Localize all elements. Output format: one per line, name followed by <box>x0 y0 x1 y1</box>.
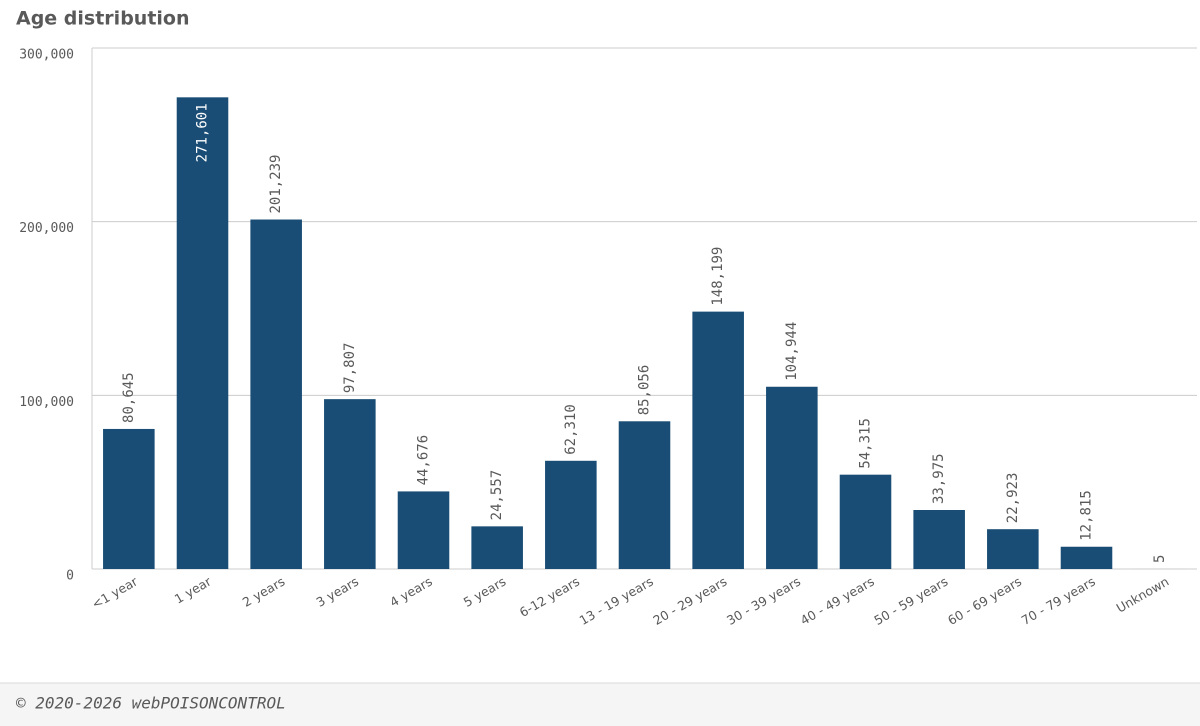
footer-band <box>0 683 1200 726</box>
bar <box>250 219 302 569</box>
x-tick-label: 6-12 years <box>517 574 582 620</box>
value-label: 33,975 <box>931 453 947 504</box>
x-tick-label: 3 years <box>313 574 361 610</box>
bar <box>103 428 155 569</box>
x-tick-label: 4 years <box>387 574 435 610</box>
chart-title: Age distribution <box>16 8 190 30</box>
x-tick-label: 30 - 39 years <box>724 574 803 628</box>
value-label: 85,056 <box>637 365 653 416</box>
y-tick-label: 100,000 <box>19 395 74 410</box>
y-tick-label: 200,000 <box>19 221 74 236</box>
bar <box>618 421 671 569</box>
x-tick-label: 5 years <box>461 574 509 610</box>
value-label: 54,315 <box>858 418 874 469</box>
x-tick-label: 2 years <box>240 574 288 610</box>
x-tick-label: <1 year <box>89 573 141 612</box>
value-label: 201,239 <box>268 154 284 213</box>
x-tick-label: Unknown <box>1114 574 1172 616</box>
x-tick-label: 50 - 59 years <box>871 574 950 628</box>
bar <box>987 529 1039 569</box>
bar <box>545 460 597 569</box>
bar <box>324 399 376 569</box>
x-tick-label: 1 year <box>172 573 215 606</box>
value-label: 5 <box>1152 555 1168 563</box>
bar <box>692 311 744 569</box>
value-label: 44,676 <box>416 435 432 486</box>
bar <box>913 509 965 569</box>
bar <box>397 491 450 569</box>
value-label: 148,199 <box>710 247 726 306</box>
value-label: 62,310 <box>563 404 579 455</box>
value-label: 12,815 <box>1079 490 1095 541</box>
y-tick-label: 300,000 <box>19 48 74 63</box>
value-label: 80,645 <box>121 372 137 423</box>
y-tick-label: 0 <box>66 569 74 584</box>
x-tick-label: 70 - 79 years <box>1019 574 1098 628</box>
value-label: 271,601 <box>195 103 211 162</box>
bar <box>839 474 892 569</box>
footer-text: © 2020-2026 webPOISONCONTROL <box>16 694 286 713</box>
x-tick-label: 40 - 49 years <box>798 574 877 628</box>
bar <box>1060 546 1113 569</box>
bar <box>766 386 818 569</box>
value-label: 97,807 <box>342 343 358 394</box>
x-tick-label: 20 - 29 years <box>650 574 729 628</box>
value-label: 24,557 <box>489 470 505 521</box>
bar <box>176 97 229 570</box>
value-label: 104,944 <box>784 322 800 381</box>
bar <box>471 526 523 569</box>
x-tick-label: 60 - 69 years <box>945 574 1024 628</box>
x-tick-label: 13 - 19 years <box>577 574 656 628</box>
value-label: 22,923 <box>1005 473 1021 524</box>
